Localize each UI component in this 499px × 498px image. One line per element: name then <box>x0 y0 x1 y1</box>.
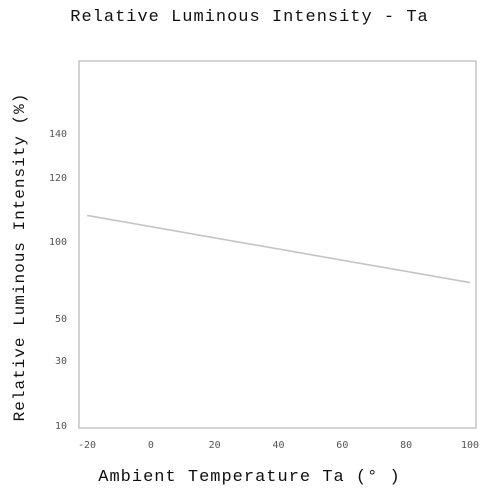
plot-frame <box>78 60 477 429</box>
chart-title: Relative Luminous Intensity - Ta <box>70 8 429 27</box>
x-tick-label: 60 <box>336 440 348 451</box>
y-tick-label: 100 <box>49 237 67 248</box>
x-tick-label: 100 <box>461 440 479 451</box>
x-axis-label: Ambient Temperature Ta (° ) <box>98 468 401 487</box>
x-tick-label: 0 <box>148 440 154 451</box>
y-tick-label: 140 <box>49 129 67 140</box>
x-tick-label: -20 <box>78 440 96 451</box>
x-tick-label: 80 <box>400 440 412 451</box>
series-line <box>86 214 471 284</box>
x-tick-label: 20 <box>209 440 221 451</box>
x-tick-label: 40 <box>272 440 284 451</box>
y-tick-label: 30 <box>55 356 67 367</box>
y-tick-label: 120 <box>49 173 67 184</box>
y-tick-label: 50 <box>55 314 67 325</box>
y-tick-label: 10 <box>55 421 67 432</box>
